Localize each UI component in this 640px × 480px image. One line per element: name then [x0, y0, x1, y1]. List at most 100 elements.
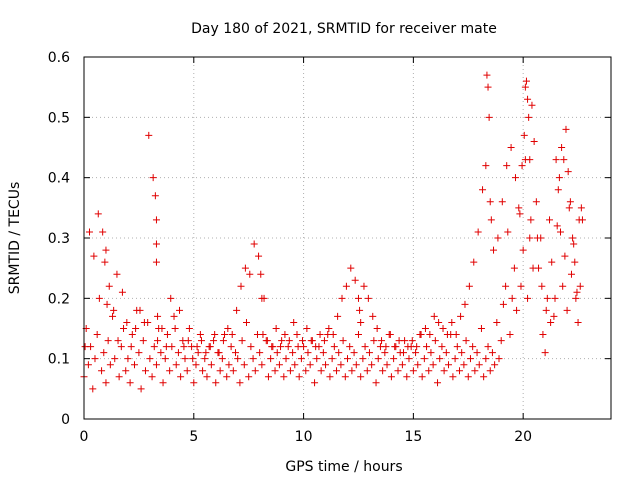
data-point	[539, 331, 547, 339]
y-axis-label: SRMTID / TECUs	[7, 182, 23, 295]
data-point	[127, 343, 135, 351]
data-point	[559, 282, 567, 290]
data-point	[163, 331, 171, 339]
data-point	[567, 270, 575, 278]
data-point	[563, 306, 571, 314]
data-point	[473, 349, 481, 357]
data-point	[357, 318, 365, 326]
data-point	[238, 337, 246, 345]
data-point	[106, 361, 114, 369]
data-point	[120, 325, 128, 332]
data-point	[452, 331, 460, 339]
data-point	[565, 204, 573, 212]
data-point	[176, 306, 184, 314]
data-point	[508, 294, 516, 302]
data-point	[246, 270, 254, 278]
data-point	[527, 216, 535, 224]
data-point	[554, 186, 562, 194]
data-point	[354, 294, 362, 302]
data-point	[418, 373, 426, 381]
data-point	[258, 361, 266, 369]
data-point	[109, 312, 117, 320]
data-point	[469, 343, 477, 351]
data-point	[381, 349, 389, 357]
data-point	[486, 367, 494, 375]
data-point	[484, 343, 492, 351]
data-point	[360, 282, 368, 290]
data-point	[251, 367, 259, 375]
data-point	[98, 367, 106, 375]
data-point	[347, 264, 355, 272]
data-point	[488, 349, 496, 357]
data-point	[158, 325, 166, 332]
data-point	[372, 379, 380, 387]
data-point	[561, 252, 569, 260]
data-point	[241, 264, 249, 272]
data-points	[80, 71, 586, 393]
data-point	[207, 361, 215, 369]
data-point	[154, 337, 162, 345]
data-point	[194, 349, 202, 357]
data-point	[413, 343, 421, 351]
data-point	[322, 361, 330, 369]
data-point	[359, 355, 367, 363]
data-point	[93, 331, 101, 339]
data-point	[458, 349, 466, 357]
data-point	[564, 168, 572, 176]
data-point	[486, 198, 494, 206]
data-point	[81, 343, 89, 351]
data-point	[141, 367, 149, 375]
data-point	[409, 367, 417, 375]
x-tick-label: 10	[295, 429, 313, 445]
data-point	[218, 355, 226, 363]
data-point	[192, 361, 200, 369]
data-point	[412, 349, 420, 357]
data-point	[225, 361, 233, 369]
data-point	[572, 294, 580, 302]
data-point	[229, 367, 237, 375]
y-tick-label: 0.1	[48, 352, 70, 368]
data-point	[530, 137, 538, 145]
data-point	[386, 331, 394, 339]
data-point	[552, 156, 560, 164]
data-point	[417, 331, 425, 339]
data-point	[128, 331, 136, 339]
data-point	[435, 318, 443, 326]
data-point	[196, 331, 204, 339]
data-point	[510, 264, 518, 272]
data-point	[528, 101, 536, 109]
data-point	[461, 300, 469, 308]
data-point	[352, 361, 360, 369]
data-point	[507, 144, 515, 151]
data-point	[177, 373, 185, 381]
data-point	[199, 367, 207, 375]
data-point	[139, 337, 147, 345]
data-point	[102, 379, 110, 387]
data-point	[361, 343, 369, 351]
data-point	[95, 294, 103, 302]
data-point	[550, 312, 558, 320]
data-point	[394, 367, 402, 375]
data-point	[513, 306, 521, 314]
data-point	[281, 331, 289, 339]
data-point	[245, 373, 253, 381]
data-point	[573, 288, 581, 296]
data-point	[257, 270, 265, 278]
y-tick-label: 0.5	[48, 110, 70, 126]
data-point	[317, 367, 325, 375]
data-point	[506, 331, 514, 339]
data-point	[273, 349, 281, 357]
data-point	[525, 113, 533, 121]
data-point	[267, 355, 275, 363]
data-point	[551, 294, 559, 302]
data-point	[152, 361, 160, 369]
data-point	[118, 288, 126, 296]
data-point	[399, 349, 407, 357]
data-point	[532, 198, 540, 206]
data-point	[449, 373, 457, 381]
data-point	[455, 367, 463, 375]
data-point	[555, 174, 563, 182]
data-point	[543, 294, 551, 302]
data-point	[484, 83, 492, 91]
